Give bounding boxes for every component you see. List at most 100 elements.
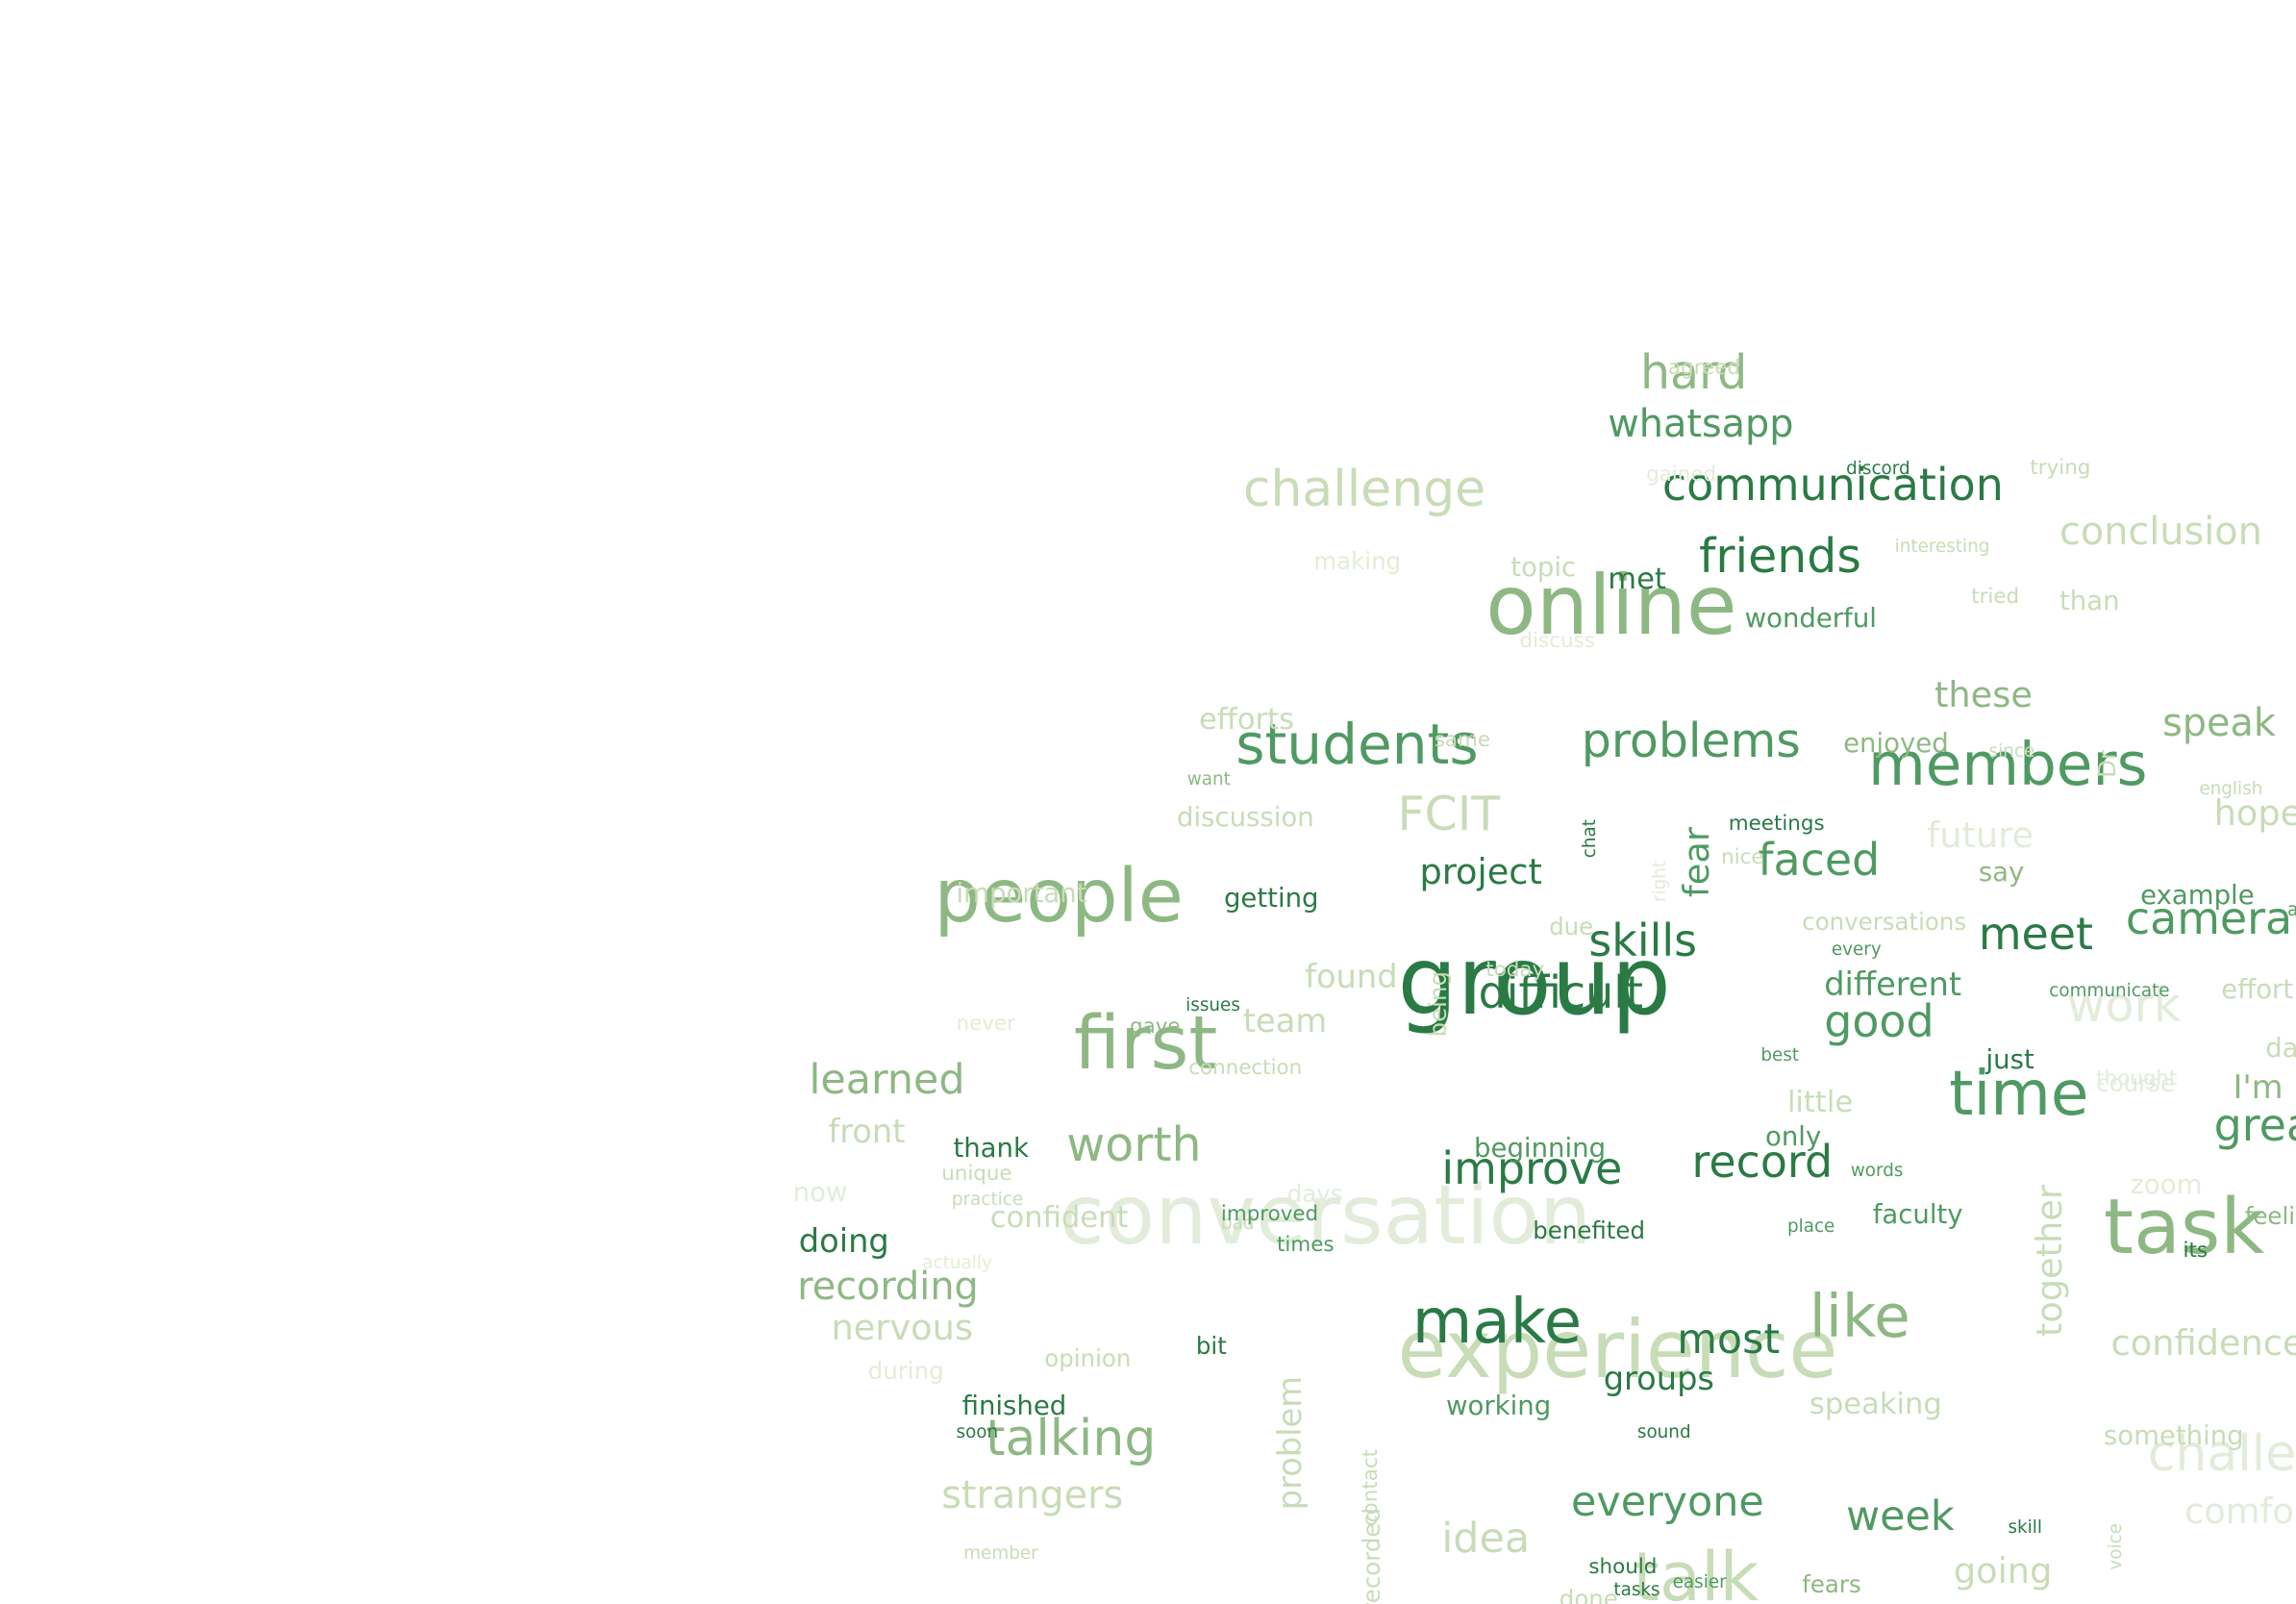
word: meet (1978, 907, 2094, 960)
word: getting (1223, 883, 1319, 915)
word: challenges (2147, 1424, 2296, 1483)
word: done (1559, 1584, 1618, 1604)
word: camera (2125, 892, 2293, 945)
word: like (1809, 1282, 1910, 1351)
word: members (1868, 731, 2148, 799)
word: talk (1633, 1537, 1759, 1604)
word: hard (1639, 345, 1748, 401)
word: week (1846, 1492, 1955, 1541)
word: met (1608, 562, 1666, 596)
word: bit (1195, 1331, 1227, 1360)
word: unique (941, 1162, 1012, 1187)
word: good (1824, 995, 1934, 1048)
word: skill (2008, 1517, 2042, 1539)
word: meetings (1728, 812, 1825, 837)
word: improved (1220, 1201, 1319, 1226)
word: discussion (1177, 801, 1314, 833)
word: worth (1066, 1117, 1202, 1173)
word: words (1850, 1160, 1904, 1181)
word: skills (1588, 915, 1698, 967)
word: trying (2030, 455, 2091, 480)
word: member (963, 1542, 1038, 1564)
word: everyone (1571, 1477, 1764, 1526)
word: work (2066, 978, 2182, 1034)
word: strangers (941, 1473, 1124, 1518)
word: now (792, 1177, 848, 1209)
word: best (1760, 1045, 1800, 1066)
word: days (1286, 1180, 1343, 1209)
word: soon (956, 1422, 999, 1443)
word: interesting (1894, 536, 1990, 557)
word: say (1978, 856, 2025, 888)
word: recording (797, 1264, 979, 1309)
word: faced (1758, 834, 1881, 887)
word: wonderful (1744, 603, 1877, 635)
word: conversation (1059, 1167, 1592, 1265)
word: want (1186, 768, 1231, 789)
word: confident (989, 1200, 1129, 1235)
word: nervous (831, 1307, 973, 1349)
word: benefited (1533, 1216, 1645, 1245)
word: efforts (1198, 703, 1295, 738)
word: fear (1676, 826, 1718, 897)
word: thank (953, 1133, 1029, 1165)
word: hope (2213, 791, 2296, 834)
word: should (1588, 1554, 1658, 1579)
word: different (1824, 965, 1962, 1003)
word: something (2103, 1419, 2244, 1451)
word: just (1985, 1044, 2034, 1076)
word: friends (1699, 529, 1861, 585)
word: comfortable (2184, 1491, 2296, 1533)
word: during (867, 1356, 944, 1385)
word: FCIT (1397, 787, 1501, 842)
word: actually (922, 1253, 992, 1274)
word: gained (1646, 463, 1717, 488)
word: topic (1510, 551, 1577, 583)
word: practice (951, 1190, 1024, 1211)
word: students (1235, 712, 1479, 778)
word: since (1988, 740, 2035, 762)
word: speaking (1809, 1387, 1942, 1421)
word: connection (1188, 1056, 1303, 1081)
word: these (1934, 674, 2033, 716)
word: faculty (1872, 1199, 1963, 1230)
word: whatsapp (1608, 402, 1794, 447)
word: difficult (1478, 965, 1643, 1018)
word: online (1485, 557, 1737, 654)
word: date (2265, 1033, 2296, 1065)
word: being (1424, 970, 1453, 1038)
word: problem (1270, 1375, 1309, 1510)
word: discord (1846, 458, 1910, 479)
word: conversations (1802, 908, 1967, 937)
word: place (1786, 1216, 1835, 1237)
word: zoom (2130, 1169, 2203, 1201)
word: front (828, 1112, 906, 1150)
word: english (2199, 779, 2263, 800)
word: communication (1661, 458, 2004, 511)
word: finished (961, 1390, 1067, 1421)
word: important (956, 878, 1087, 910)
word: people (934, 854, 1184, 940)
word: effort (2221, 973, 2294, 1005)
word: enjoyed (1843, 728, 1949, 760)
word: making (1313, 547, 1402, 576)
word: record (1691, 1135, 1834, 1188)
word: project (1419, 850, 1542, 892)
word: idea (1441, 1514, 1531, 1563)
word: group (1397, 927, 1671, 1038)
word: little (1786, 1086, 1854, 1120)
word: communicate (2049, 981, 2170, 1002)
word: groups (1603, 1359, 1714, 1397)
word: going (1953, 1549, 2053, 1591)
word: found (1305, 958, 1398, 996)
word: improve (1441, 1142, 1623, 1195)
word: most (1677, 1316, 1781, 1365)
word: working (1445, 1390, 1552, 1421)
word: talking (986, 1410, 1157, 1468)
word: tried (1971, 585, 2020, 610)
word: only (1765, 1120, 1822, 1152)
word: team (1242, 1001, 1328, 1040)
word: every (1831, 940, 1882, 961)
word: today (1485, 957, 1545, 982)
